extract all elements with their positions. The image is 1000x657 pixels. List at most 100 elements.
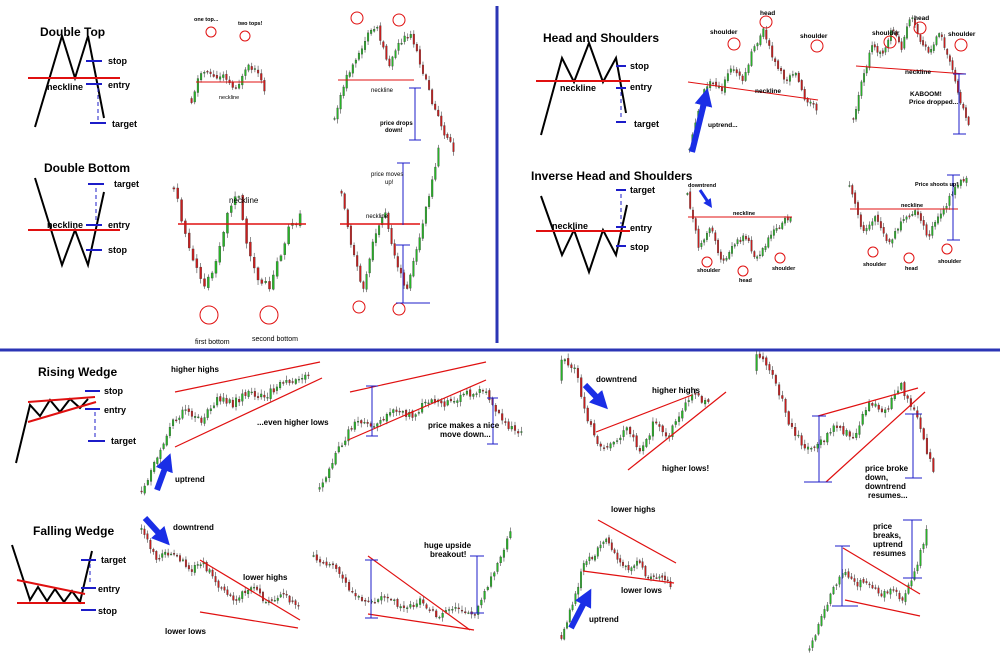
candle-body	[434, 166, 437, 180]
candle-body	[803, 89, 806, 100]
candle-body	[845, 430, 848, 436]
candle-body	[247, 390, 250, 397]
candle-body	[143, 485, 146, 494]
candle-body	[275, 386, 278, 391]
candle-body	[747, 64, 750, 73]
candle-body	[275, 261, 279, 277]
candle-body	[861, 413, 864, 425]
candle-body	[599, 443, 602, 447]
candle-body	[206, 71, 209, 73]
candle-body	[946, 48, 949, 55]
candle-body	[744, 72, 747, 81]
candle-body	[480, 599, 483, 606]
candle-body	[155, 551, 158, 560]
candle-body	[250, 66, 253, 70]
candle-body	[226, 589, 229, 595]
candle-body	[285, 594, 288, 596]
candle-body	[735, 69, 738, 74]
candle-body	[362, 281, 365, 289]
candle-body	[256, 586, 259, 590]
candle-body	[412, 33, 415, 45]
candle-body	[616, 552, 619, 560]
candle-body	[619, 558, 622, 563]
candle-body	[962, 104, 965, 109]
candle-body	[948, 55, 951, 62]
svg-text:neckline: neckline	[901, 203, 923, 209]
candle-body	[443, 125, 446, 136]
candle-body	[899, 221, 902, 231]
svg-text:neckline: neckline	[47, 82, 83, 92]
candle-body	[756, 256, 759, 259]
candle-body	[753, 46, 756, 52]
candle-body	[576, 368, 579, 378]
candle-body	[467, 612, 470, 614]
candle-body	[269, 388, 272, 399]
svg-text:entry: entry	[108, 220, 130, 230]
candle-body	[842, 426, 845, 435]
inverse-head-shoulders-example-1: downtrend neckline shoulder head shoulde…	[686, 183, 796, 284]
candle-body	[409, 34, 412, 38]
candle-body	[919, 213, 922, 221]
candle-body	[226, 212, 229, 234]
candle-body	[711, 227, 714, 232]
candle-body	[898, 592, 901, 600]
candle-body	[770, 234, 772, 239]
candle-body	[172, 187, 176, 190]
candle-body	[493, 572, 496, 577]
candle-body	[249, 241, 252, 257]
candle-body	[279, 255, 283, 261]
candle-body	[715, 81, 718, 87]
candle-body	[881, 50, 884, 54]
candle-body	[232, 595, 235, 601]
candle-body	[409, 604, 412, 608]
candle-body	[250, 391, 253, 394]
svg-text:shoulder: shoulder	[697, 268, 721, 274]
candle-body	[165, 435, 168, 446]
head-shoulders-example-1: shoulder head shoulder neckline uptrend.…	[687, 10, 828, 153]
candle-body	[253, 68, 256, 70]
candle-body	[234, 87, 237, 89]
candle-body	[190, 98, 193, 103]
svg-text:resumes: resumes	[873, 549, 906, 558]
candle-body	[360, 597, 364, 601]
candle-body	[674, 421, 677, 425]
candle-body	[857, 95, 860, 111]
svg-text:neckline: neckline	[47, 220, 83, 230]
candle-body	[677, 416, 681, 422]
candle-body	[353, 421, 356, 430]
svg-text:neckline: neckline	[229, 196, 259, 205]
candle-body	[568, 609, 571, 623]
candle-body	[181, 409, 184, 419]
candle-body	[728, 252, 731, 259]
candle-body	[759, 35, 762, 45]
candle-body	[441, 613, 444, 618]
candle-body	[907, 584, 910, 594]
candle-body	[509, 531, 512, 539]
candle-body	[219, 76, 222, 80]
candle-body	[925, 529, 928, 546]
candle-body	[940, 34, 943, 37]
candle-body	[389, 598, 393, 601]
candle-body	[188, 232, 191, 249]
candle-body	[848, 185, 851, 187]
candle-body	[965, 107, 967, 118]
candle-body	[382, 418, 385, 421]
head-shoulders-panel: Head and Shoulders neckline stop entry t…	[536, 10, 976, 153]
candle-body	[291, 600, 294, 602]
candle-body	[916, 564, 919, 572]
candle-body	[929, 452, 932, 459]
candle-body	[472, 394, 475, 397]
candle-body	[650, 576, 652, 580]
candle-body	[199, 266, 202, 279]
candle-body	[914, 210, 917, 215]
candle-body	[307, 374, 310, 377]
candle-body	[377, 599, 380, 602]
candle-body	[681, 410, 684, 419]
candle-body	[176, 554, 179, 557]
candle-body	[222, 397, 225, 402]
candle-body	[959, 179, 962, 186]
candle-body	[651, 421, 654, 437]
candle-body	[771, 45, 774, 58]
candle-body	[847, 571, 850, 578]
